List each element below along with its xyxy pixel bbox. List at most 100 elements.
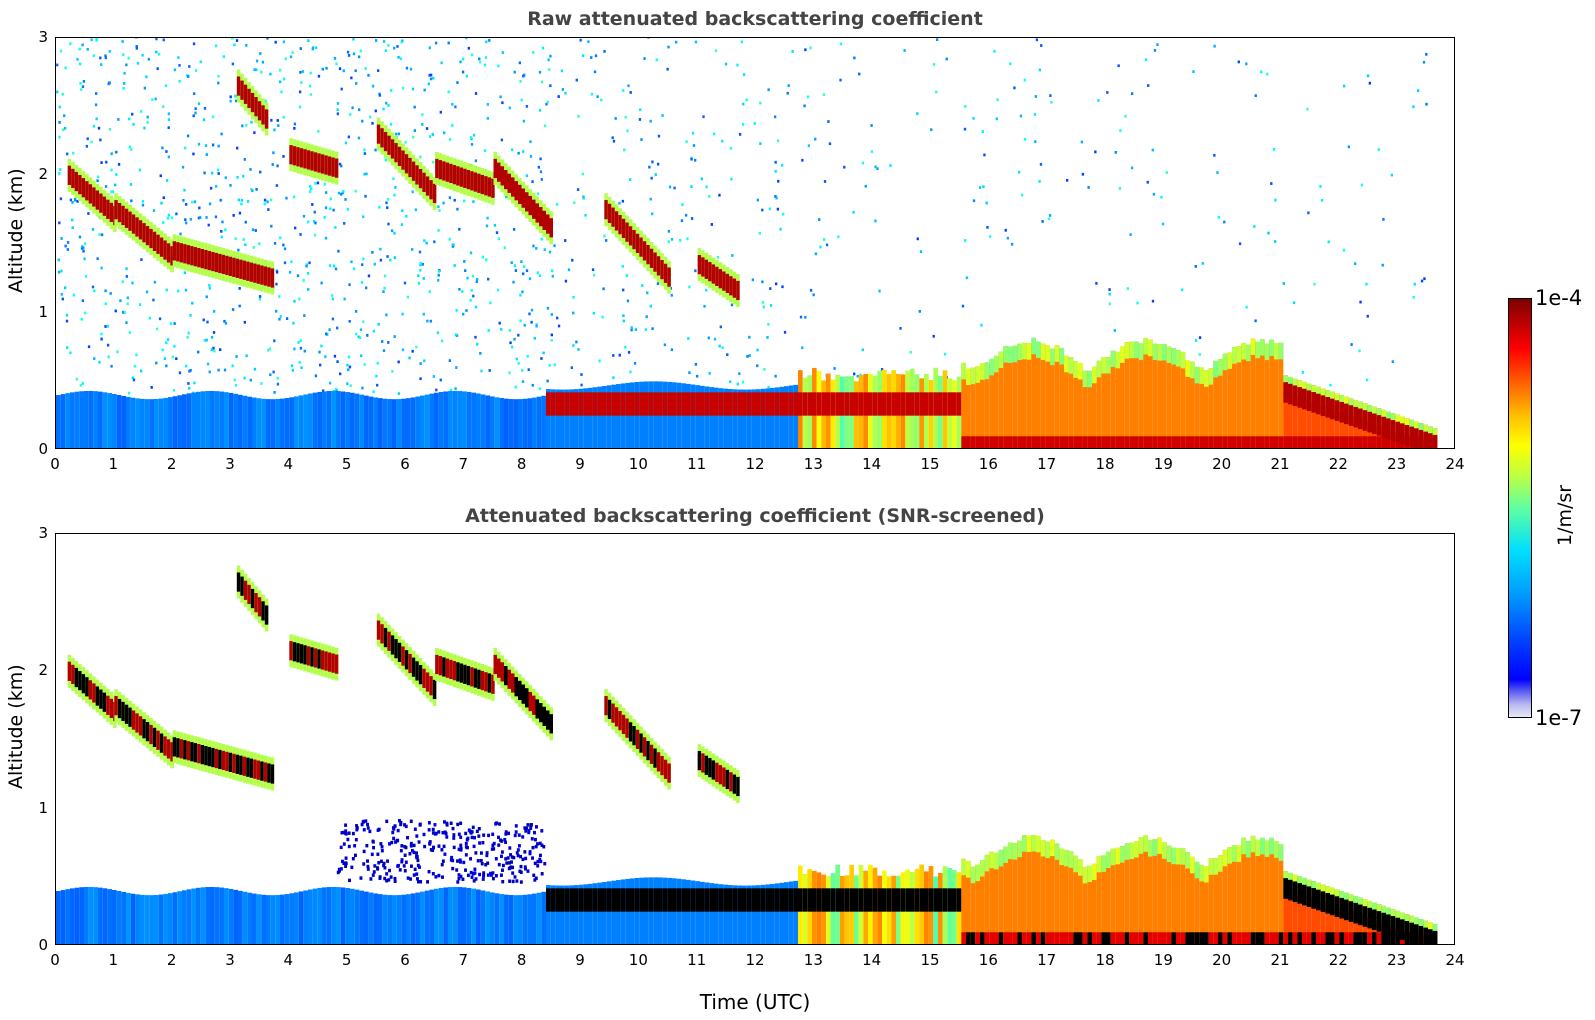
boundary-layer-edge (1092, 863, 1097, 880)
boundary-layer-cell (1190, 361, 1195, 448)
cloud-core (138, 716, 143, 736)
boundary-layer-cell (74, 391, 80, 448)
noise-pixel (145, 75, 148, 79)
boundary-layer-cell (382, 398, 388, 448)
noise-pixel (373, 262, 376, 266)
boundary-layer-base (1059, 932, 1064, 944)
noise-pixel (736, 382, 739, 386)
boundary-layer-cell (364, 891, 369, 944)
noise-pixel (95, 38, 98, 42)
noise-pixel (651, 160, 654, 164)
cloud-core (642, 241, 647, 261)
noise-pixel (651, 327, 654, 331)
noise-pixel (918, 309, 921, 313)
noise-pixel (730, 303, 734, 307)
noise-pixel (224, 321, 228, 325)
noise-pixel (198, 206, 201, 210)
noise-pixel (413, 129, 417, 132)
boundary-layer-cell (84, 886, 89, 944)
noise-pixel (348, 319, 351, 323)
boundary-layer-edge (1218, 855, 1223, 872)
noise-pixel (362, 215, 365, 219)
noise-pixel (738, 132, 742, 136)
noise-pixel (549, 84, 552, 88)
noise-pixel (165, 179, 169, 182)
noise-pixel (206, 320, 209, 324)
screened-haze (494, 874, 498, 878)
noise-pixel (818, 218, 821, 221)
screened-haze (505, 861, 509, 865)
boundary-layer-base (1017, 436, 1022, 448)
boundary-layer-cell (1138, 837, 1144, 944)
noise-pixel (197, 142, 201, 146)
noise-pixel (212, 346, 215, 350)
boundary-layer-edge (975, 366, 980, 383)
noise-pixel (630, 326, 633, 330)
boundary-layer-base (1194, 436, 1200, 448)
aerosol-layer (896, 392, 901, 416)
noise-pixel (1038, 180, 1041, 183)
panel-1-plot-area[interactable] (55, 37, 1455, 449)
noise-pixel (99, 138, 102, 142)
screened-haze (489, 871, 492, 876)
noise-pixel (352, 267, 356, 271)
noise-pixel (208, 286, 211, 290)
noise-pixel (517, 151, 520, 155)
noise-pixel (472, 133, 476, 137)
noise-pixel (346, 382, 349, 386)
boundary-layer-cell (303, 394, 308, 448)
boundary-layer-cell (1274, 342, 1279, 448)
noise-pixel (260, 382, 263, 385)
boundary-layer-edge (1068, 851, 1074, 868)
noise-pixel (603, 234, 606, 238)
boundary-layer-cell (149, 895, 154, 944)
noise-pixel (548, 68, 551, 71)
cloud-core (156, 730, 160, 750)
x-tick-label: 23 (1387, 951, 1407, 969)
cloud-core (218, 253, 222, 274)
noise-pixel (400, 223, 404, 226)
aerosol-layer (1409, 426, 1414, 448)
boundary-layer-cell (387, 399, 392, 448)
aerosol-layer (676, 392, 682, 416)
boundary-layer-cell (224, 888, 229, 944)
screened-haze (355, 828, 359, 832)
boundary-layer-cell (1129, 842, 1134, 944)
screened-haze (392, 836, 396, 841)
noise-pixel (397, 132, 401, 136)
boundary-layer-cell (1320, 884, 1326, 944)
noise-pixel (81, 299, 84, 303)
panel-2-plot-area[interactable] (55, 533, 1455, 945)
screened-haze (415, 872, 419, 876)
noise-pixel (162, 196, 165, 200)
noise-pixel (543, 124, 547, 128)
noise-pixel (437, 229, 440, 232)
cloud-core (128, 211, 132, 231)
boundary-layer-base (1092, 932, 1097, 944)
boundary-layer-cell (65, 889, 70, 944)
aerosol-layer (886, 392, 892, 416)
boundary-layer-base (1022, 932, 1027, 944)
screened-haze (539, 859, 543, 864)
boundary-layer-cell (532, 893, 537, 944)
screened-haze (500, 854, 503, 859)
boundary-layer-base (1031, 932, 1036, 944)
noise-pixel (352, 38, 355, 41)
cloud-core (225, 255, 229, 276)
noise-pixel (721, 346, 724, 350)
cloud-core (207, 746, 212, 767)
noise-pixel (100, 337, 103, 341)
x-tick-label: 16 (978, 455, 998, 473)
noise-pixel (448, 237, 451, 241)
noise-pixel (766, 336, 769, 339)
boundary-layer-cell (387, 895, 392, 944)
boundary-layer-cell (611, 880, 616, 944)
noise-pixel (250, 120, 253, 124)
noise-pixel (475, 278, 479, 281)
noise-pixel (555, 203, 559, 206)
boundary-layer-edge (1036, 835, 1041, 853)
boundary-layer-edge (1176, 847, 1181, 865)
boundary-layer-cell (1325, 390, 1330, 448)
boundary-layer-cell (462, 887, 467, 944)
noise-pixel (455, 309, 458, 312)
